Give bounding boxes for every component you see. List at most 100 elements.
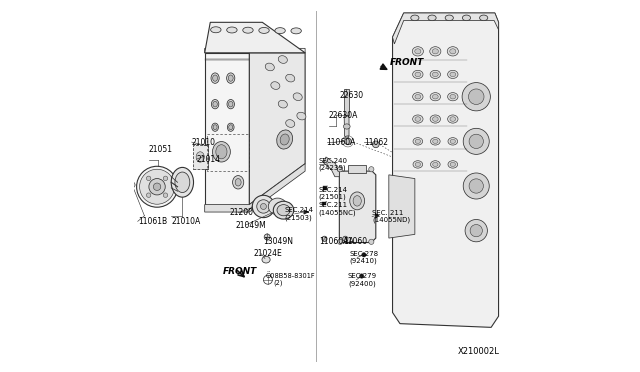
Circle shape [260, 203, 266, 209]
Ellipse shape [415, 140, 420, 143]
Ellipse shape [344, 124, 350, 129]
Text: (21503): (21503) [285, 214, 312, 221]
Text: 21024E: 21024E [253, 249, 282, 258]
Ellipse shape [196, 152, 204, 162]
Polygon shape [392, 13, 499, 44]
Circle shape [163, 193, 168, 198]
Ellipse shape [227, 73, 235, 83]
Ellipse shape [432, 49, 438, 54]
Polygon shape [344, 116, 349, 138]
Bar [323, 186, 326, 190]
Circle shape [465, 219, 488, 242]
Text: SEC.214: SEC.214 [285, 207, 314, 213]
Text: 11060A: 11060A [326, 138, 356, 147]
Circle shape [149, 179, 165, 195]
Ellipse shape [277, 205, 290, 216]
Polygon shape [339, 171, 376, 243]
Text: (14055NC): (14055NC) [319, 209, 356, 216]
Ellipse shape [415, 162, 420, 166]
Ellipse shape [212, 123, 218, 131]
Circle shape [469, 134, 483, 148]
Ellipse shape [450, 94, 456, 99]
Circle shape [462, 83, 490, 111]
Ellipse shape [447, 93, 458, 101]
Ellipse shape [430, 115, 440, 123]
Circle shape [337, 167, 342, 172]
Text: SEC. 211: SEC. 211 [372, 210, 403, 216]
Text: (14055ND): (14055ND) [372, 217, 410, 224]
Ellipse shape [280, 134, 289, 145]
Circle shape [337, 239, 342, 244]
Polygon shape [389, 175, 415, 238]
Circle shape [463, 173, 489, 199]
Text: 11061B: 11061B [138, 217, 167, 226]
Ellipse shape [297, 112, 306, 120]
Ellipse shape [211, 27, 221, 33]
Text: (2): (2) [273, 279, 283, 286]
Text: SEC.278: SEC.278 [349, 251, 378, 257]
Ellipse shape [228, 75, 233, 81]
Ellipse shape [462, 15, 470, 20]
Ellipse shape [211, 100, 219, 109]
Circle shape [369, 167, 374, 172]
Text: 21051: 21051 [149, 145, 173, 154]
Ellipse shape [429, 47, 441, 56]
Circle shape [344, 138, 351, 145]
Ellipse shape [430, 70, 440, 78]
Text: FRONT: FRONT [390, 58, 424, 67]
Ellipse shape [212, 142, 230, 162]
Text: 11060AA: 11060AA [319, 237, 354, 246]
Circle shape [470, 224, 483, 237]
Ellipse shape [227, 100, 234, 109]
Ellipse shape [271, 82, 280, 89]
Text: X210002L: X210002L [458, 347, 499, 356]
Circle shape [252, 195, 275, 218]
Text: (21501): (21501) [319, 194, 346, 201]
Ellipse shape [411, 15, 419, 20]
Ellipse shape [268, 198, 287, 215]
Circle shape [468, 89, 484, 105]
Text: FRONT: FRONT [223, 267, 257, 276]
Ellipse shape [450, 140, 456, 143]
Ellipse shape [448, 138, 458, 145]
Text: 11062: 11062 [364, 138, 388, 147]
Circle shape [463, 128, 489, 154]
Circle shape [360, 274, 364, 278]
Ellipse shape [285, 74, 295, 82]
Ellipse shape [450, 162, 456, 166]
Polygon shape [205, 53, 250, 205]
Ellipse shape [433, 117, 438, 121]
Bar [322, 202, 326, 205]
Ellipse shape [212, 75, 218, 81]
Ellipse shape [175, 172, 190, 193]
Circle shape [342, 236, 348, 241]
Ellipse shape [232, 176, 244, 189]
Bar [348, 165, 366, 173]
Ellipse shape [273, 201, 294, 219]
Ellipse shape [413, 70, 423, 78]
Ellipse shape [415, 94, 420, 99]
Circle shape [154, 183, 161, 190]
Ellipse shape [415, 117, 420, 121]
Ellipse shape [450, 49, 456, 54]
Circle shape [372, 141, 379, 148]
Ellipse shape [216, 145, 227, 159]
Ellipse shape [172, 167, 193, 197]
Ellipse shape [349, 192, 365, 210]
Ellipse shape [431, 138, 440, 145]
Ellipse shape [450, 72, 456, 77]
Ellipse shape [428, 15, 436, 20]
Ellipse shape [447, 115, 458, 123]
Ellipse shape [479, 15, 488, 20]
Ellipse shape [243, 27, 253, 33]
Text: SEC.240: SEC.240 [319, 158, 348, 164]
Text: 22630A: 22630A [329, 111, 358, 120]
Text: SEC.211: SEC.211 [319, 202, 348, 208]
Polygon shape [205, 164, 305, 212]
Ellipse shape [448, 161, 458, 168]
Circle shape [362, 253, 366, 257]
Text: SEC.279: SEC.279 [348, 273, 377, 279]
Circle shape [264, 275, 273, 284]
Circle shape [163, 176, 168, 180]
Ellipse shape [415, 72, 420, 77]
